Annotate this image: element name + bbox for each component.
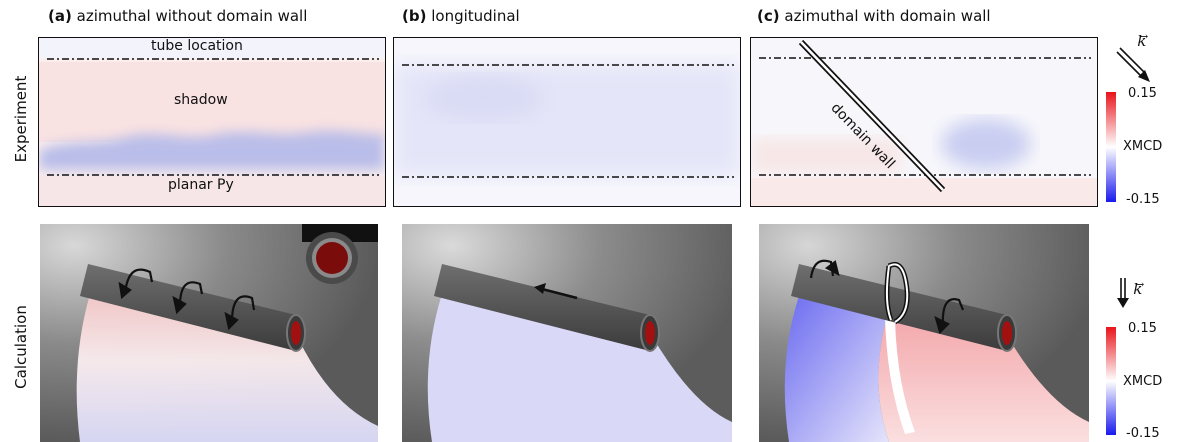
column-tag-a: (a) [48,7,72,25]
beam-label-bottom: →k [1133,278,1145,298]
calculation-panel-a [40,224,378,442]
column-text-a: azimuthal without domain wall [76,7,308,25]
domain-wall-line [798,39,946,193]
colorbar-experiment-min: -0.15 [1126,192,1160,207]
colorbar-experiment-label: XMCD [1123,139,1163,154]
colorbar-experiment-max: 0.15 [1128,86,1157,101]
tube-location-label: tube location [151,38,243,54]
beam-k-bottom: k [1133,280,1143,298]
row-label-calculation: Calculation [12,305,30,389]
nanotube-b [434,264,660,352]
experiment-panel-a: tube location shadow planar Py [38,37,386,207]
column-tag-b: (b) [402,7,427,25]
beam-label-top: →k [1137,30,1149,50]
beam-direction-top: →k [1112,30,1158,88]
beam-k-top: k [1137,32,1147,50]
beam-direction-bottom: →k [1114,276,1154,312]
column-title-b: (b) longitudinal [402,7,520,25]
inset-cross-section [302,224,378,284]
nanotube-c [791,264,1017,352]
rotation-arrow-a3 [230,295,256,323]
colorbar-calculation-max: 0.15 [1128,321,1157,336]
shadow-label: shadow [174,92,228,108]
column-text-c: azimuthal with domain wall [784,7,991,25]
beam-arrow-icon-bottom [1117,278,1129,308]
magnetization-arrow-b [534,283,578,300]
colorbar-calculation [1106,327,1116,435]
colorbar-calculation-label: XMCD [1123,374,1163,389]
calculation-panel-b [402,224,732,442]
row-label-experiment: Experiment [12,75,30,163]
experiment-panel-c: domain wall [750,37,1098,207]
domain-wall-ring-c [884,262,910,325]
column-text-b: longitudinal [431,7,520,25]
beam-arrow-icon-top [1116,47,1150,82]
rotation-arrow-c1 [809,259,835,279]
colorbar-experiment [1106,92,1116,202]
column-title-a: (a) azimuthal without domain wall [48,7,307,25]
colorbar-calculation-min: -0.15 [1126,426,1160,441]
column-tag-c: (c) [757,7,780,25]
calculation-panel-c [759,224,1089,442]
experiment-panel-b [393,37,741,207]
nanotube-a [80,264,306,352]
planar-py-label: planar Py [168,177,234,193]
column-title-c: (c) azimuthal with domain wall [757,7,991,25]
